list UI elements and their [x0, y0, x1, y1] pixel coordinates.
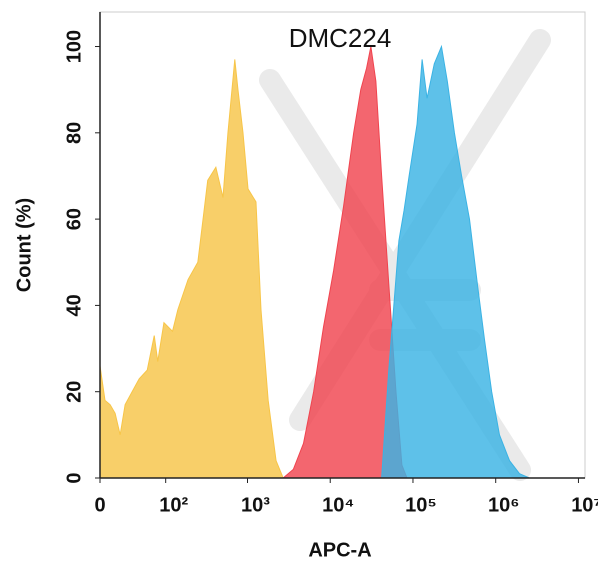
x-tick-label: 10⁷	[571, 494, 598, 516]
y-tick-label: 0	[63, 472, 85, 483]
x-axis-label: APC-A	[308, 539, 371, 561]
histogram-area	[99, 59, 284, 479]
y-tick-label: 40	[63, 294, 85, 316]
y-tick-label: 80	[63, 122, 85, 144]
chart-title: DMC224	[289, 23, 392, 53]
y-tick-label: 60	[63, 208, 85, 230]
x-tick-label: 10²	[159, 494, 188, 516]
x-tick-label: 0	[94, 494, 105, 516]
x-tick-label: 10⁵	[405, 494, 437, 516]
y-tick-label: 100	[63, 30, 85, 63]
y-axis-label: Count (%)	[13, 198, 35, 292]
x-tick-label: 10³	[241, 494, 270, 516]
x-tick-label: 10⁶	[488, 494, 519, 516]
y-tick-label: 20	[63, 381, 85, 403]
histogram-area	[381, 44, 530, 479]
x-tick-label: 10⁴	[322, 494, 354, 516]
